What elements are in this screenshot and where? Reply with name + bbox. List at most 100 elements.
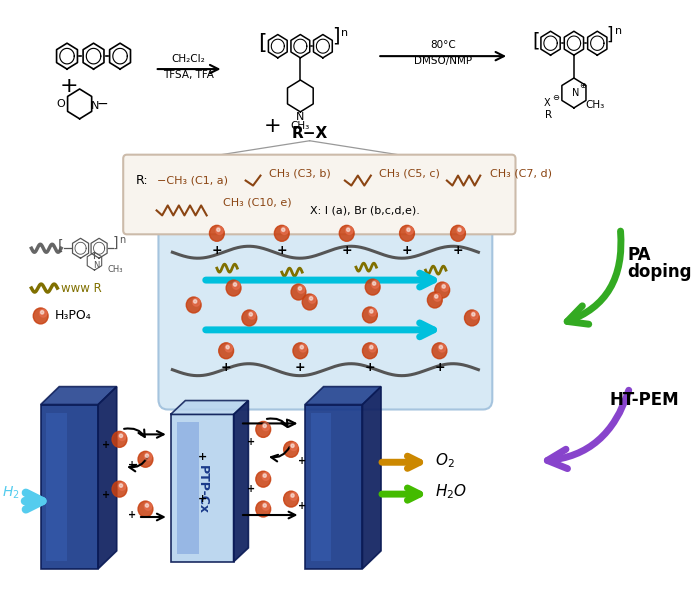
Circle shape: [232, 281, 240, 289]
Text: N: N: [296, 112, 304, 122]
Text: R−X: R−X: [291, 126, 328, 141]
Circle shape: [112, 481, 127, 497]
Text: n: n: [120, 235, 126, 245]
Circle shape: [457, 227, 464, 235]
Polygon shape: [171, 414, 234, 562]
Circle shape: [226, 346, 230, 349]
Text: N: N: [572, 88, 580, 98]
Polygon shape: [305, 405, 363, 569]
Circle shape: [248, 311, 256, 319]
Text: ]: ]: [332, 27, 340, 46]
Text: +: +: [365, 361, 375, 374]
Circle shape: [299, 344, 307, 352]
Text: CH₃: CH₃: [107, 265, 123, 274]
Circle shape: [256, 421, 271, 437]
Circle shape: [120, 434, 122, 438]
Text: HT-PEM: HT-PEM: [609, 391, 679, 409]
Circle shape: [233, 283, 237, 286]
Text: [: [: [532, 32, 540, 51]
Circle shape: [428, 292, 442, 308]
Circle shape: [407, 228, 410, 232]
Text: PTP-Cx: PTP-Cx: [195, 465, 209, 514]
Circle shape: [281, 228, 285, 232]
FancyBboxPatch shape: [158, 218, 492, 409]
Polygon shape: [177, 422, 199, 554]
Circle shape: [284, 441, 298, 457]
Polygon shape: [41, 405, 98, 569]
Text: +: +: [128, 510, 136, 520]
Circle shape: [442, 285, 445, 288]
Circle shape: [112, 431, 127, 447]
Circle shape: [372, 282, 376, 285]
Polygon shape: [171, 400, 248, 414]
Circle shape: [256, 471, 271, 487]
Circle shape: [298, 286, 302, 290]
Circle shape: [120, 484, 122, 487]
Text: +: +: [434, 361, 444, 374]
Text: 80°C: 80°C: [430, 40, 456, 50]
Circle shape: [302, 294, 317, 310]
Circle shape: [284, 491, 298, 507]
Circle shape: [372, 280, 379, 288]
Circle shape: [118, 482, 126, 490]
Text: ]: ]: [113, 236, 118, 250]
Circle shape: [300, 346, 304, 349]
Text: O: O: [57, 99, 66, 109]
Circle shape: [242, 310, 257, 326]
Circle shape: [262, 502, 270, 510]
Text: n: n: [340, 28, 348, 38]
Polygon shape: [41, 387, 117, 405]
Text: R: R: [545, 110, 552, 120]
Circle shape: [146, 504, 148, 507]
Circle shape: [274, 226, 289, 241]
Circle shape: [218, 343, 234, 359]
Circle shape: [225, 344, 232, 352]
Text: R:: R:: [136, 174, 149, 187]
Text: −CH₃ (C1, a): −CH₃ (C1, a): [157, 175, 228, 186]
Text: [: [: [57, 239, 63, 253]
Text: www R: www R: [61, 282, 102, 294]
Polygon shape: [98, 387, 117, 569]
Text: doping: doping: [628, 263, 692, 281]
Circle shape: [369, 344, 376, 352]
Text: N: N: [93, 260, 99, 270]
Circle shape: [435, 282, 449, 298]
Circle shape: [298, 285, 304, 293]
Text: CH₃ (C10, e): CH₃ (C10, e): [223, 197, 292, 207]
Circle shape: [290, 492, 298, 500]
Circle shape: [193, 298, 200, 306]
Text: ⊖: ⊖: [552, 93, 559, 103]
Circle shape: [144, 452, 152, 461]
Circle shape: [34, 308, 48, 324]
Text: +: +: [211, 244, 222, 257]
Circle shape: [346, 227, 353, 235]
Text: +: +: [128, 460, 136, 470]
Text: +: +: [247, 437, 256, 447]
Circle shape: [290, 443, 298, 450]
Circle shape: [138, 451, 153, 467]
Circle shape: [451, 226, 466, 241]
Text: +: +: [402, 244, 412, 257]
Polygon shape: [46, 412, 66, 561]
Circle shape: [441, 283, 449, 291]
Text: +: +: [298, 501, 307, 511]
Polygon shape: [234, 400, 248, 562]
Circle shape: [370, 309, 373, 313]
Circle shape: [144, 502, 152, 510]
Circle shape: [471, 311, 478, 319]
Text: $H_2$: $H_2$: [1, 485, 20, 501]
Circle shape: [146, 454, 148, 458]
Text: +: +: [220, 361, 232, 374]
Circle shape: [262, 423, 270, 431]
Text: +: +: [102, 490, 111, 500]
Circle shape: [263, 474, 267, 478]
Circle shape: [465, 310, 480, 326]
FancyBboxPatch shape: [123, 155, 515, 235]
Text: [: [: [258, 33, 267, 53]
Circle shape: [256, 501, 271, 517]
Circle shape: [363, 307, 377, 323]
Circle shape: [435, 295, 438, 298]
Text: $H_2O$: $H_2O$: [435, 483, 467, 502]
Text: X: I (a), Br (b,c,d,e).: X: I (a), Br (b,c,d,e).: [309, 206, 419, 215]
Circle shape: [363, 343, 377, 359]
